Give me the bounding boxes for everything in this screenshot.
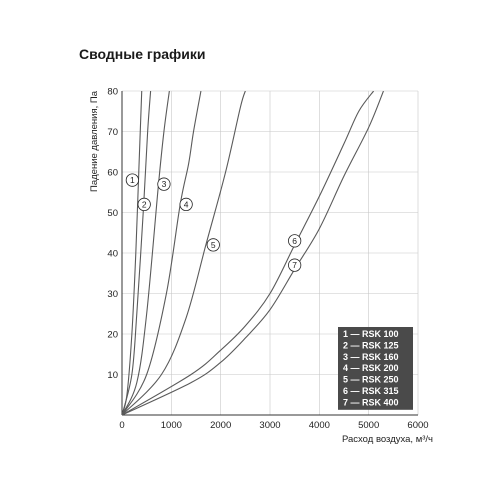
- y-tick-label: 50: [107, 208, 118, 219]
- y-tick-label: 10: [107, 370, 118, 381]
- legend-entry: 5 — RSK 250: [343, 375, 399, 385]
- series-line-1: [122, 91, 143, 415]
- y-tick-label: 70: [107, 127, 118, 138]
- y-tick-label: 40: [107, 249, 118, 260]
- series-markers: 1 2 3 4 5 6 7: [125, 173, 302, 272]
- y-axis-label: Падение давления, Па: [89, 90, 100, 192]
- x-tick-label: 4000: [309, 420, 330, 431]
- series-line-2: [122, 91, 152, 415]
- legend-entry: 3 — RSK 160: [343, 352, 399, 362]
- series-line-4: [122, 91, 202, 415]
- y-tick-label: 60: [107, 168, 118, 179]
- series-marker-6: [288, 234, 302, 248]
- legend-box: [338, 327, 413, 410]
- axes: 0 1000 2000 3000 4000 5000 6000 10 20 30 40 50 60 70 8…: [89, 87, 433, 446]
- x-tick-label: 2000: [210, 420, 231, 431]
- series-marker-7: [288, 258, 302, 272]
- series-marker-label: 1: [130, 175, 135, 185]
- x-tick-label: 3000: [259, 420, 280, 431]
- series-marker-label: 5: [211, 240, 216, 250]
- series-marker-5: [206, 238, 220, 252]
- series-marker-label: 6: [292, 236, 297, 246]
- series-marker-3: [157, 177, 171, 191]
- series-marker-label: 2: [142, 199, 147, 209]
- series-curves: [122, 91, 384, 415]
- y-tick-label: 80: [107, 87, 118, 98]
- x-tick-label: 6000: [407, 420, 428, 431]
- x-tick-label: 0: [119, 420, 124, 431]
- legend-entry: 1 — RSK 100: [343, 329, 399, 339]
- legend-entry: 2 — RSK 125: [343, 340, 399, 350]
- series-marker-2: [137, 197, 151, 211]
- legend-entry: 6 — RSK 315: [343, 386, 399, 396]
- series-marker-label: 7: [292, 260, 297, 270]
- y-tick-label: 20: [107, 330, 118, 341]
- series-line-3: [122, 91, 170, 415]
- x-tick-label: 5000: [358, 420, 379, 431]
- series-marker-4: [179, 197, 193, 211]
- series-line-6: [122, 91, 375, 415]
- x-tick-label: 1000: [161, 420, 182, 431]
- series-line-5: [122, 91, 246, 415]
- y-tick-label: 30: [107, 289, 118, 300]
- series-line-7: [122, 91, 384, 415]
- series-marker-label: 4: [184, 199, 189, 209]
- x-axis-label: Расход воздуха, м³/ч: [342, 434, 433, 445]
- chart-title: Сводные графики: [79, 46, 206, 62]
- series-marker-label: 3: [162, 179, 167, 189]
- series-marker-1: [125, 173, 139, 187]
- legend-entry: 7 — RSK 400: [343, 397, 399, 407]
- legend-entry: 4 — RSK 200: [343, 363, 399, 373]
